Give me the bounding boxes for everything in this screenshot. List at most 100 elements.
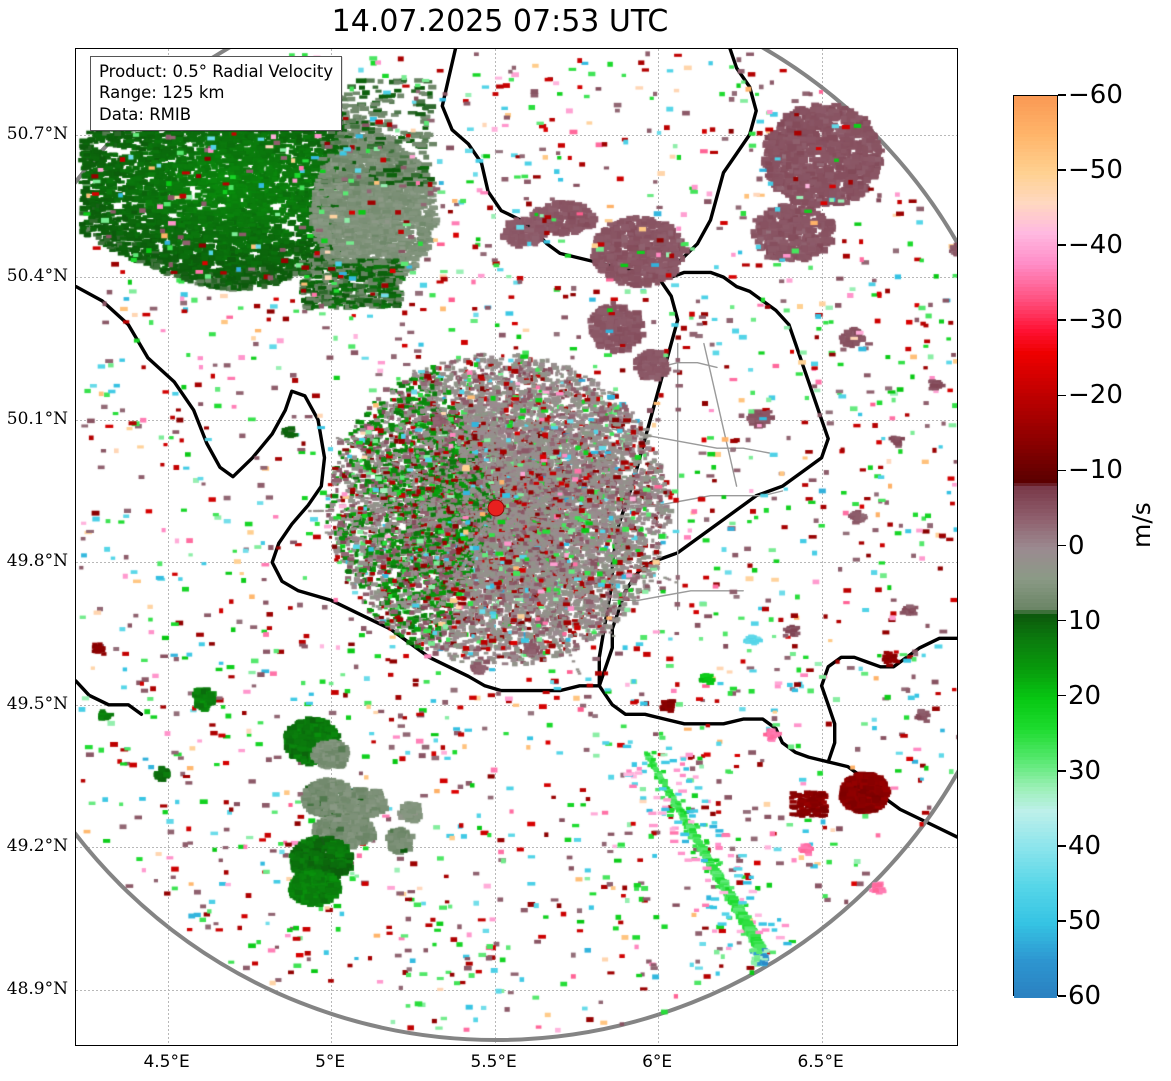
colorbar-segment	[1014, 929, 1057, 934]
colorbar-segment	[1014, 141, 1057, 146]
colorbar-segment	[1014, 478, 1057, 484]
colorbar-segment	[1014, 768, 1057, 773]
colorbar-segment	[1014, 212, 1057, 217]
colorbar-segment	[1014, 204, 1057, 210]
colorbar-segment	[1014, 99, 1057, 105]
colorbar-segment	[1014, 129, 1057, 135]
colorbar-segment	[1014, 249, 1057, 255]
page-title: 14.07.2025 07:53 UTC	[331, 4, 669, 39]
colorbar-segment	[1014, 298, 1057, 304]
colorbar-tick-mark	[1058, 845, 1066, 847]
colorbar-segment	[1014, 388, 1057, 394]
colorbar-segment	[1014, 437, 1057, 442]
colorbar-segment	[1014, 501, 1057, 506]
colorbar-segment	[1014, 933, 1057, 938]
colorbar-segment	[1014, 321, 1057, 326]
colorbar-segment	[1014, 737, 1057, 743]
colorbar-segment	[1014, 415, 1057, 420]
colorbar-segment	[1014, 362, 1057, 367]
colorbar-segment	[1014, 385, 1057, 390]
colorbar-segment	[1014, 118, 1057, 123]
colorbar-segment	[1014, 707, 1057, 713]
colorbar-segment	[1014, 985, 1057, 991]
y-tick-label: 50.7°N	[6, 123, 68, 144]
colorbar-segment	[1014, 523, 1057, 529]
colorbar-segment	[1014, 602, 1057, 608]
y-tick-label: 49.8°N	[6, 551, 68, 572]
colorbar-segment	[1014, 114, 1057, 120]
colorbar-tick-label: 40	[1068, 830, 1102, 861]
colorbar-segment	[1014, 407, 1057, 412]
colorbar-tick-label: −60	[1068, 80, 1123, 110]
colorbar-segment	[1014, 936, 1057, 942]
colorbar-segment	[1014, 828, 1057, 833]
colorbar-segment	[1014, 201, 1057, 206]
colorbar-segment	[1014, 512, 1057, 518]
colorbar-segment	[1014, 208, 1057, 213]
colorbar-segment	[1014, 824, 1057, 829]
colorbar-tick-mark	[1058, 770, 1066, 772]
colorbar-segment	[1014, 302, 1057, 307]
colorbar-segment	[1014, 779, 1057, 784]
colorbar-segment	[1014, 219, 1057, 225]
colorbar-segment	[1014, 820, 1057, 825]
colorbar-segment	[1014, 448, 1057, 454]
colorbar-segment	[1014, 666, 1057, 671]
colorbar-tick-mark	[1058, 94, 1066, 96]
colorbar-segment	[1014, 610, 1057, 615]
x-tick-label: 6.5°E	[797, 1052, 844, 1072]
colorbar-segment	[1014, 279, 1057, 285]
colorbar-segment	[1014, 546, 1057, 551]
colorbar-segment	[1014, 422, 1057, 427]
colorbar-segment	[1014, 520, 1057, 525]
colorbar-segment	[1014, 745, 1057, 750]
colorbar-segment	[1014, 711, 1057, 717]
colorbar-segment	[1014, 835, 1057, 840]
colorbar-segment	[1014, 291, 1057, 296]
colorbar-segment	[1014, 869, 1057, 874]
colorbar-segment	[1014, 508, 1057, 514]
colorbar-segment	[1014, 775, 1057, 780]
colorbar-segment	[1014, 595, 1057, 600]
colorbar-segment	[1014, 159, 1057, 165]
colorbar-tick-label: −40	[1068, 230, 1123, 261]
colorbar-segment	[1014, 839, 1057, 844]
colorbar-segment	[1014, 798, 1057, 803]
colorbar-segment	[1014, 670, 1057, 675]
colorbar-segment	[1014, 171, 1057, 176]
colorbar-gradient	[1013, 95, 1058, 998]
colorbar-segment	[1014, 238, 1057, 243]
y-tick-label: 50.4°N	[6, 266, 68, 287]
colorbar-segment	[1014, 888, 1057, 893]
colorbar-segment	[1014, 621, 1057, 626]
colorbar-segment	[1014, 542, 1057, 548]
colorbar-segment	[1014, 452, 1057, 457]
colorbar-segment	[1014, 940, 1057, 946]
colorbar-segment	[1014, 726, 1057, 732]
radar-plot-inner	[76, 49, 957, 1045]
colorbar-segment	[1014, 366, 1057, 371]
colorbar-segment	[1014, 644, 1057, 649]
colorbar-segment	[1014, 944, 1057, 949]
colorbar-segment	[1014, 756, 1057, 762]
colorbar-segment	[1014, 569, 1057, 574]
colorbar[interactable]	[1013, 95, 1058, 998]
colorbar-segment	[1014, 482, 1057, 488]
radar-plot-area[interactable]: Product: 0.5° Radial Velocity Range: 125…	[75, 48, 958, 1046]
colorbar-segment	[1014, 133, 1057, 138]
colorbar-segment	[1014, 396, 1057, 401]
colorbar-segment	[1014, 152, 1057, 157]
colorbar-segment	[1014, 340, 1057, 345]
colorbar-segment	[1014, 625, 1057, 630]
colorbar-segment	[1014, 535, 1057, 540]
colorbar-segment	[1014, 418, 1057, 424]
colorbar-segment	[1014, 287, 1057, 292]
info-range: Range: 125 km	[99, 83, 225, 103]
x-tick-label: 5.5°E	[470, 1052, 517, 1072]
colorbar-segment	[1014, 257, 1057, 262]
colorbar-segment	[1014, 276, 1057, 281]
colorbar-segment	[1014, 681, 1057, 686]
colorbar-segment	[1014, 876, 1057, 882]
colorbar-segment	[1014, 471, 1057, 476]
colorbar-segment	[1014, 557, 1057, 563]
